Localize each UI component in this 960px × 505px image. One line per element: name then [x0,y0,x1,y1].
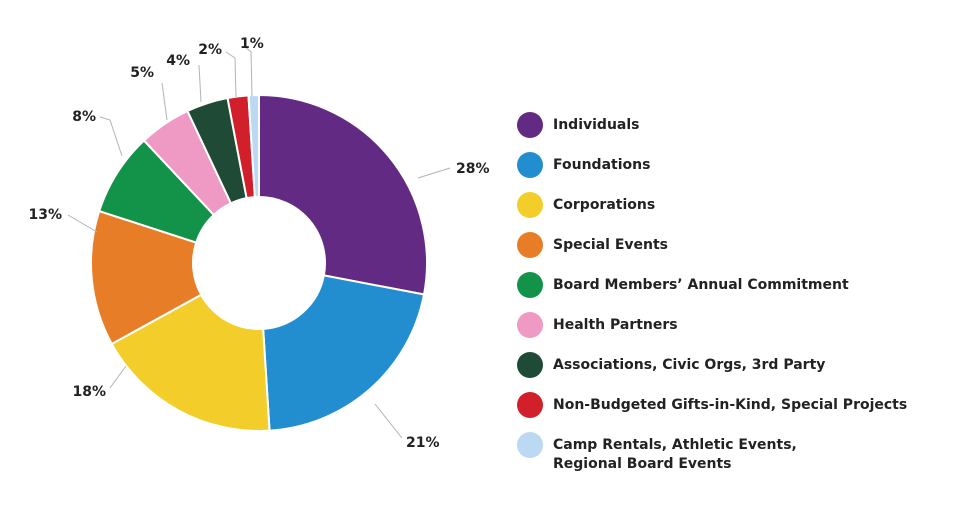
chart-slices [90,93,428,432]
legend-swatch [517,232,543,258]
legend-item-board-members-annual-commitment: Board Members’ Annual Commitment [517,272,849,298]
leader-line-non-budgeted-gifts-in-kind-special-projects [225,51,237,98]
leader-line-health-partners [161,82,168,121]
leader-line-camp-rentals-athletic-events-regional-board-events [243,45,253,97]
legend-label: Non-Budgeted Gifts-in-Kind, Special Proj… [553,397,908,413]
legend-swatch [517,152,543,178]
legend-label: Individuals [553,117,640,133]
value-label-health-partners: 5% [130,65,154,81]
leader-line-board-members-annual-commitment [99,116,123,157]
legend-label: Associations, Civic Orgs, 3rd Party [553,357,826,373]
legend-swatch [517,312,543,338]
slice-corporations [110,293,271,432]
slice-foundations [262,274,426,432]
legend-swatch [517,192,543,218]
value-label-camp-rentals-athletic-events-regional-board-events: 1% [240,36,264,52]
legend-label: Special Events [553,237,668,253]
value-label-special-events: 13% [28,207,62,223]
legend-swatch [517,432,543,458]
legend-swatch [517,352,543,378]
leader-line-corporations [109,365,127,389]
legend-label: Camp Rentals, Athletic Events, Regional … [553,437,797,472]
value-label-foundations: 21% [406,435,440,451]
slice-special-events [90,209,203,346]
leader-line-associations-civic-orgs-3rd-party [198,64,202,103]
legend-item-corporations: Corporations [517,192,655,218]
value-label-individuals: 28% [456,161,490,177]
legend-item-individuals: Individuals [517,112,640,138]
legend-item-camp-rentals-athletic-events-regional-board-events: Camp Rentals, Athletic Events, Regional … [517,432,797,474]
legend-item-health-partners: Health Partners [517,312,678,338]
value-label-board-members-annual-commitment: 8% [72,109,96,125]
legend-item-foundations: Foundations [517,152,650,178]
slice-individuals [258,93,428,296]
value-label-non-budgeted-gifts-in-kind-special-projects: 2% [198,42,222,58]
legend-label: Health Partners [553,317,678,333]
legend-label: Corporations [553,197,656,213]
leader-line-foundations [374,403,403,439]
legend-swatch [517,272,543,298]
legend-item-special-events: Special Events [517,232,668,258]
legend-swatch [517,392,543,418]
legend-label: Foundations [553,157,651,173]
value-label-corporations: 18% [72,384,106,400]
leader-line-special-events [67,214,98,233]
legend-label: Board Members’ Annual Commitment [553,277,849,293]
legend-item-associations-civic-orgs-3rd-party: Associations, Civic Orgs, 3rd Party [517,352,825,378]
value-label-associations-civic-orgs-3rd-party: 4% [166,53,190,69]
legend-item-non-budgeted-gifts-in-kind-special-projects: Non-Budgeted Gifts-in-Kind, Special Proj… [517,392,907,418]
legend-swatch [517,112,543,138]
leader-line-individuals [417,167,451,179]
chart-value-labels: 28% 21% 18% 13% 8% 5% 4% 2% 1% [28,36,489,451]
